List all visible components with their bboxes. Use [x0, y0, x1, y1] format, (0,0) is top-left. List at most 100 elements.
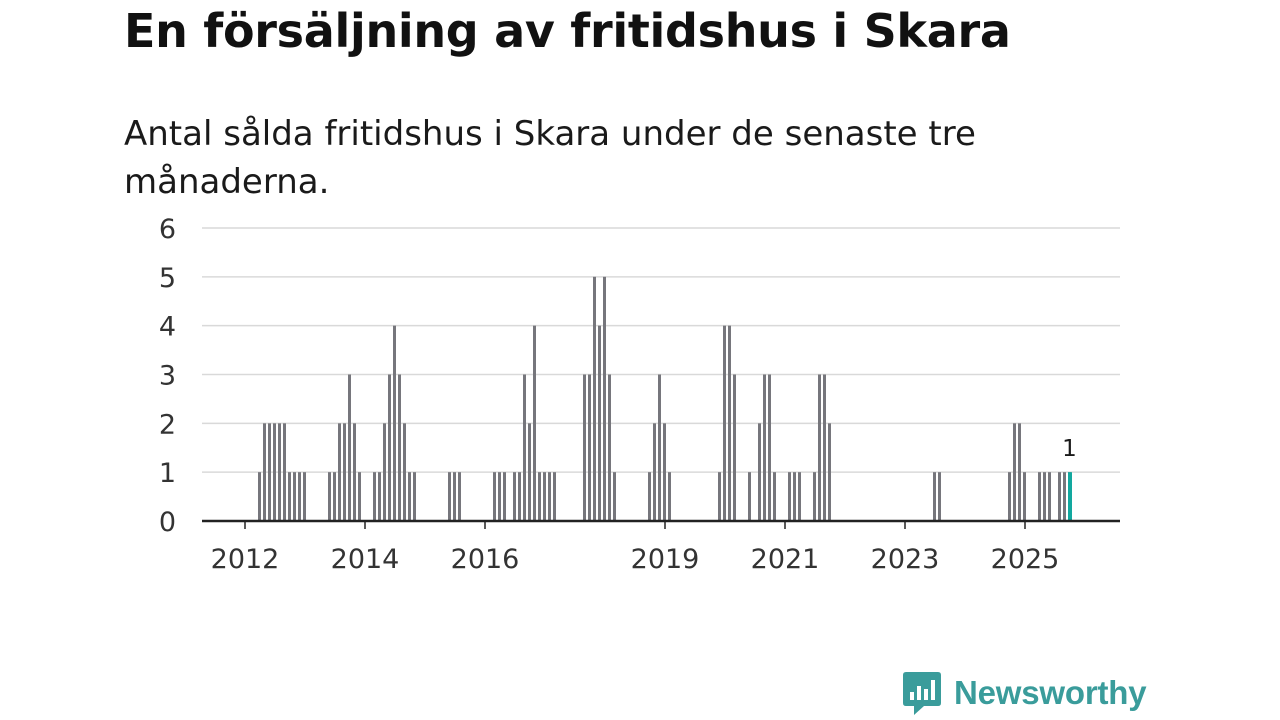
- bar: [538, 472, 541, 521]
- y-axis-ticks: 0 1 2 3 4 5 6: [159, 214, 176, 538]
- bar: [663, 423, 666, 521]
- bar: [1058, 472, 1061, 521]
- x-tick-label: 2016: [451, 544, 520, 575]
- bar: [813, 472, 816, 521]
- value-annotation: 1: [1062, 436, 1077, 462]
- bar: [1038, 472, 1041, 521]
- bar: [798, 472, 801, 521]
- bar: [493, 472, 496, 521]
- bar: [383, 423, 386, 521]
- x-tick-label: 2012: [211, 544, 280, 575]
- bar: [403, 423, 406, 521]
- bar: [1048, 472, 1051, 521]
- bar: [933, 472, 936, 521]
- bars: [258, 276, 1072, 521]
- bar: [358, 472, 361, 521]
- bar: [653, 423, 656, 521]
- bar: [303, 472, 306, 521]
- bar: [283, 423, 286, 521]
- highlight-bar: [1068, 472, 1072, 521]
- brand-name: Newsworthy: [954, 674, 1147, 711]
- x-tick-label: 2014: [331, 544, 400, 575]
- bar: [413, 472, 416, 521]
- bar: [293, 472, 296, 521]
- bar: [298, 472, 301, 521]
- bar: [258, 472, 261, 521]
- bar: [593, 276, 596, 521]
- bar: [448, 472, 451, 521]
- bar: [718, 472, 721, 521]
- y-tick-label: 5: [159, 263, 176, 294]
- y-tick-label: 4: [159, 312, 176, 343]
- x-tick-label: 2021: [751, 544, 820, 575]
- bar: [1018, 423, 1021, 521]
- bar: [268, 423, 271, 521]
- x-tick-label: 2023: [871, 544, 940, 575]
- bar: [393, 325, 396, 521]
- bar: [458, 472, 461, 521]
- bar: [348, 374, 351, 521]
- annotations: 1: [1062, 436, 1077, 462]
- y-tick-label: 6: [159, 214, 176, 245]
- bar: [598, 325, 601, 521]
- bar: [408, 472, 411, 521]
- bar: [763, 374, 766, 521]
- bar: [1023, 472, 1026, 521]
- bar: [533, 325, 536, 521]
- bar: [278, 423, 281, 521]
- bar: [1008, 472, 1011, 521]
- newsworthy-logo-icon: [903, 672, 941, 715]
- bar: [398, 374, 401, 521]
- bar: [543, 472, 546, 521]
- bar: [768, 374, 771, 521]
- y-tick-label: 2: [159, 409, 176, 440]
- bar: [658, 374, 661, 521]
- bar: [338, 423, 341, 521]
- y-tick-label: 3: [159, 361, 176, 392]
- bar: [548, 472, 551, 521]
- bar: [528, 423, 531, 521]
- bar: [328, 472, 331, 521]
- bar: [758, 423, 761, 521]
- bar: [588, 374, 591, 521]
- bar: [668, 472, 671, 521]
- bar: [823, 374, 826, 521]
- brand-logo[interactable]: Newsworthy: [902, 670, 1147, 716]
- chart-subtitle: Antal sålda fritidshus i Skara under de …: [124, 114, 976, 202]
- bar: [733, 374, 736, 521]
- bar: [748, 472, 751, 521]
- chart-title: En försäljning av fritidshus i Skara: [124, 4, 1011, 58]
- bar: [728, 325, 731, 521]
- x-tick-label: 2025: [991, 544, 1060, 575]
- bar: [793, 472, 796, 521]
- bar: [503, 472, 506, 521]
- bar: [513, 472, 516, 521]
- x-axis-ticks: 2012 2014 2016 2019 2021 2023 2025: [211, 521, 1060, 575]
- bar: [603, 276, 606, 521]
- bar: [333, 472, 336, 521]
- bar: [518, 472, 521, 521]
- x-tick-label: 2019: [631, 544, 700, 575]
- bar: [553, 472, 556, 521]
- bar: [1013, 423, 1016, 521]
- bar: [1063, 472, 1066, 521]
- bar: [273, 423, 276, 521]
- bar: [388, 374, 391, 521]
- bar: [378, 472, 381, 521]
- bar: [263, 423, 266, 521]
- y-tick-label: 1: [159, 458, 176, 489]
- bar: [1043, 472, 1046, 521]
- bar: [288, 472, 291, 521]
- bar: [523, 374, 526, 521]
- bar: [818, 374, 821, 521]
- bar: [648, 472, 651, 521]
- bar: [453, 472, 456, 521]
- bar: [373, 472, 376, 521]
- bar: [938, 472, 941, 521]
- bar: [788, 472, 791, 521]
- y-tick-label: 0: [159, 507, 176, 538]
- bar: [773, 472, 776, 521]
- bar: [608, 374, 611, 521]
- bar: [613, 472, 616, 521]
